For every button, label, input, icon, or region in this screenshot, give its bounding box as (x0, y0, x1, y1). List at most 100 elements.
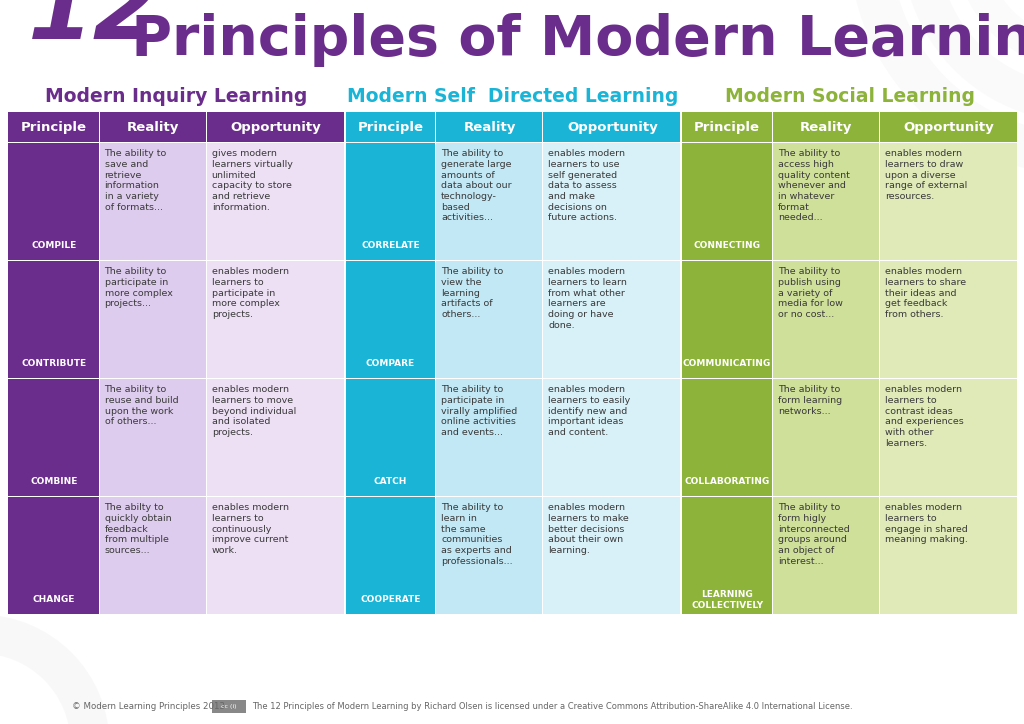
Text: The 12 Principles of Modern Learning by Richard Olsen is licensed under a Creati: The 12 Principles of Modern Learning by … (252, 702, 853, 711)
Text: enables modern
learners to share
their ideas and
get feedback
from others.: enables modern learners to share their i… (885, 267, 966, 319)
Bar (773, 261, 879, 378)
Text: Principle: Principle (357, 120, 424, 133)
Text: enables modern
learners to move
beyond individual
and isolated
projects.: enables modern learners to move beyond i… (212, 385, 296, 437)
Text: CHANGE: CHANGE (33, 596, 75, 605)
Bar (8, 261, 98, 378)
Bar (345, 143, 435, 260)
Bar (681, 379, 772, 496)
Bar (8, 379, 98, 496)
Text: Reality: Reality (464, 120, 516, 133)
Text: enables modern
learners to draw
upon a diverse
range of external
resources.: enables modern learners to draw upon a d… (885, 149, 968, 201)
Text: LEARNING
COLLECTIVELY: LEARNING COLLECTIVELY (691, 590, 763, 610)
Text: The abilty to
quickly obtain
feedback
from multiple
sources...: The abilty to quickly obtain feedback fr… (104, 503, 171, 555)
Text: enables modern
learners to use
self generated
data to assess
and make
decisions : enables modern learners to use self gene… (548, 149, 626, 222)
Text: COMPILE: COMPILE (31, 242, 77, 251)
Bar (544, 112, 680, 142)
Bar (880, 261, 1017, 378)
Text: © Modern Learning Principles 2013: © Modern Learning Principles 2013 (72, 702, 225, 711)
Text: COLLABORATING: COLLABORATING (684, 478, 770, 487)
Text: Reality: Reality (127, 120, 179, 133)
Bar (207, 379, 344, 496)
Bar (681, 261, 772, 378)
Text: COMBINE: COMBINE (30, 478, 78, 487)
Bar (773, 143, 879, 260)
Bar (544, 261, 680, 378)
Text: enables modern
learners to
engage in shared
meaning making.: enables modern learners to engage in sha… (885, 503, 968, 544)
Text: Principle: Principle (694, 120, 760, 133)
Bar (773, 112, 879, 142)
Text: Modern Social Learning: Modern Social Learning (725, 88, 975, 106)
Bar (544, 143, 680, 260)
Bar (544, 497, 680, 614)
Text: COOPERATE: COOPERATE (360, 596, 421, 605)
Bar (99, 379, 206, 496)
Bar (345, 112, 435, 142)
Text: enables modern
learners to
contrast ideas
and experiences
with other
learners.: enables modern learners to contrast idea… (885, 385, 964, 447)
Text: Modern Inquiry Learning: Modern Inquiry Learning (45, 88, 307, 106)
Bar (681, 143, 772, 260)
Text: The ability to
participate in
virally amplified
online activities
and events...: The ability to participate in virally am… (441, 385, 517, 437)
Bar (207, 143, 344, 260)
Text: The ability to
reuse and build
upon the work
of others...: The ability to reuse and build upon the … (104, 385, 178, 426)
Text: CATCH: CATCH (374, 478, 408, 487)
Text: Opportunity: Opportunity (230, 120, 322, 133)
Bar (880, 112, 1017, 142)
Bar (880, 379, 1017, 496)
Bar (344, 112, 346, 614)
Text: The ability to
form learning
networks...: The ability to form learning networks... (778, 385, 842, 416)
Text: Opportunity: Opportunity (567, 120, 657, 133)
Bar (345, 497, 435, 614)
Bar (773, 497, 879, 614)
Text: COMPARE: COMPARE (366, 360, 415, 369)
Bar (207, 112, 344, 142)
Bar (436, 143, 543, 260)
Text: enables modern
learners to
participate in
more complex
projects.: enables modern learners to participate i… (212, 267, 289, 319)
Bar (8, 143, 98, 260)
Text: The ability to
access high
quality content
whenever and
in whatever
format
neede: The ability to access high quality conte… (778, 149, 850, 222)
Bar (880, 497, 1017, 614)
Text: cc (i): cc (i) (221, 704, 237, 709)
Bar (681, 112, 772, 142)
Bar (436, 261, 543, 378)
Text: The ability to
publish using
a variety of
media for low
or no cost...: The ability to publish using a variety o… (778, 267, 843, 319)
Bar (436, 497, 543, 614)
Text: enables modern
learners to
continuously
improve current
work.: enables modern learners to continuously … (212, 503, 289, 555)
Bar (345, 379, 435, 496)
Text: The ability to
learn in
the same
communities
as experts and
professionals...: The ability to learn in the same communi… (441, 503, 513, 565)
Text: Reality: Reality (800, 120, 853, 133)
Text: The ability to
participate in
more complex
projects...: The ability to participate in more compl… (104, 267, 172, 308)
Text: enables modern
learners to easily
identify new and
important ideas
and content.: enables modern learners to easily identi… (548, 385, 631, 437)
Bar (773, 379, 879, 496)
Bar (681, 497, 772, 614)
Text: The ability to
form higly
interconnected
groups around
an object of
interest...: The ability to form higly interconnected… (778, 503, 850, 565)
Bar (207, 497, 344, 614)
Text: CONTRIBUTE: CONTRIBUTE (22, 360, 86, 369)
Bar (99, 497, 206, 614)
Text: CORRELATE: CORRELATE (361, 242, 420, 251)
Text: Principle: Principle (20, 120, 87, 133)
Text: gives modern
learners virtually
unlimited
capacity to store
and retrieve
informa: gives modern learners virtually unlimite… (212, 149, 293, 211)
Bar (8, 112, 98, 142)
Bar (207, 261, 344, 378)
Text: COMMUNICATING: COMMUNICATING (683, 360, 771, 369)
Bar (436, 379, 543, 496)
Text: Opportunity: Opportunity (903, 120, 994, 133)
Text: Principles of Modern Learning: Principles of Modern Learning (112, 13, 1024, 67)
Bar (880, 143, 1017, 260)
Bar (345, 261, 435, 378)
Text: The ability to
view the
learning
artifacts of
others...: The ability to view the learning artifac… (441, 267, 504, 319)
Bar (99, 112, 206, 142)
Text: enables modern
learners to learn
from what other
learners are
doing or have
done: enables modern learners to learn from wh… (548, 267, 627, 329)
Bar (680, 112, 682, 614)
Bar (8, 497, 98, 614)
Bar (99, 143, 206, 260)
Bar (544, 379, 680, 496)
Bar (212, 700, 246, 713)
Text: 12: 12 (28, 0, 160, 59)
Text: The ability to
generate large
amounts of
data about our
technology-
based
activi: The ability to generate large amounts of… (441, 149, 512, 222)
Text: CONNECTING: CONNECTING (693, 242, 761, 251)
Text: enables modern
learners to make
better decisions
about their own
learning.: enables modern learners to make better d… (548, 503, 629, 555)
Bar (436, 112, 543, 142)
Text: The ability to
save and
retrieve
information
in a variety
of formats...: The ability to save and retrieve informa… (104, 149, 167, 211)
Text: Modern Self  Directed Learning: Modern Self Directed Learning (347, 88, 679, 106)
